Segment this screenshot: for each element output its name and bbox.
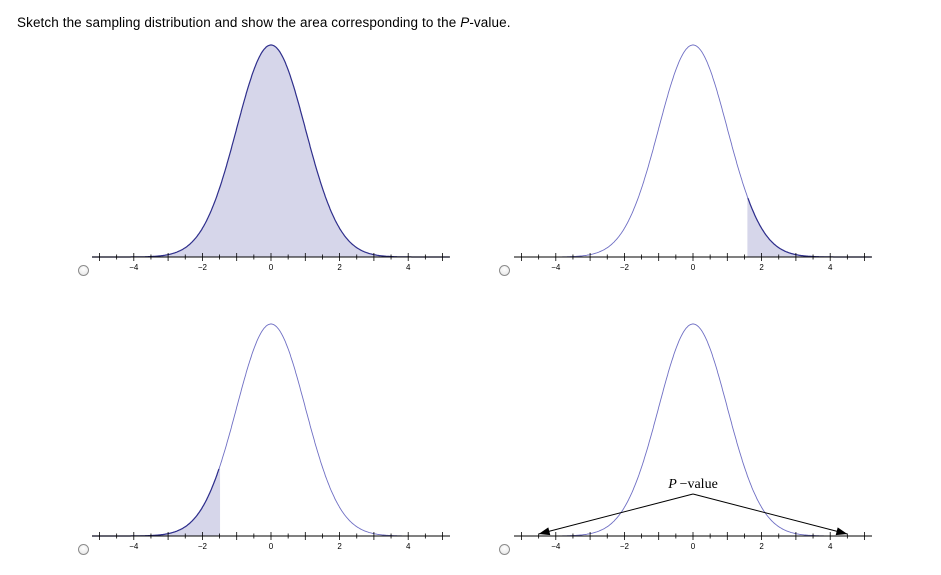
- x-tick-label: 2: [759, 542, 764, 551]
- x-tick-label: 0: [269, 542, 274, 551]
- x-tick-label: 4: [406, 542, 411, 551]
- normal-curve: [514, 323, 872, 537]
- p-value-label: P −value: [667, 477, 718, 492]
- x-tick-label: 4: [406, 263, 411, 272]
- x-tick-label: 0: [691, 263, 696, 272]
- option-a-radio[interactable]: [78, 265, 89, 276]
- option-d-radio[interactable]: [499, 544, 510, 555]
- x-tick-label: −4: [551, 263, 561, 272]
- x-tick-label: −2: [620, 263, 630, 272]
- x-tick-label: −4: [551, 542, 561, 551]
- x-tick-label: −4: [129, 542, 139, 551]
- x-tick-label: 4: [828, 542, 833, 551]
- x-tick-label: −2: [198, 542, 208, 551]
- question-text: Sketch the sampling distribution and sho…: [17, 15, 511, 30]
- p-value-arrow-line: [692, 493, 848, 535]
- shaded-area: [92, 45, 450, 257]
- shaded-area: [92, 467, 220, 536]
- x-tick-label: −2: [620, 542, 630, 551]
- p-value-arrow-line: [538, 493, 694, 535]
- x-tick-label: 0: [269, 263, 274, 272]
- arrowhead: [538, 527, 551, 536]
- x-tick-label: −2: [198, 263, 208, 272]
- x-tick-label: 2: [337, 542, 342, 551]
- question-prefix: Sketch the sampling distribution and sho…: [17, 15, 461, 30]
- option-b-radio[interactable]: [499, 265, 510, 276]
- x-tick-label: 0: [691, 542, 696, 551]
- shaded-area: [747, 198, 872, 257]
- x-tick-label: 2: [337, 263, 342, 272]
- x-tick-label: 4: [828, 263, 833, 272]
- option-c-radio[interactable]: [78, 544, 89, 555]
- arrowhead: [835, 527, 848, 536]
- question-p-italic: P: [460, 15, 470, 30]
- x-tick-label: 2: [759, 263, 764, 272]
- x-tick-label: −4: [129, 263, 139, 272]
- question-suffix: -value.: [469, 15, 511, 30]
